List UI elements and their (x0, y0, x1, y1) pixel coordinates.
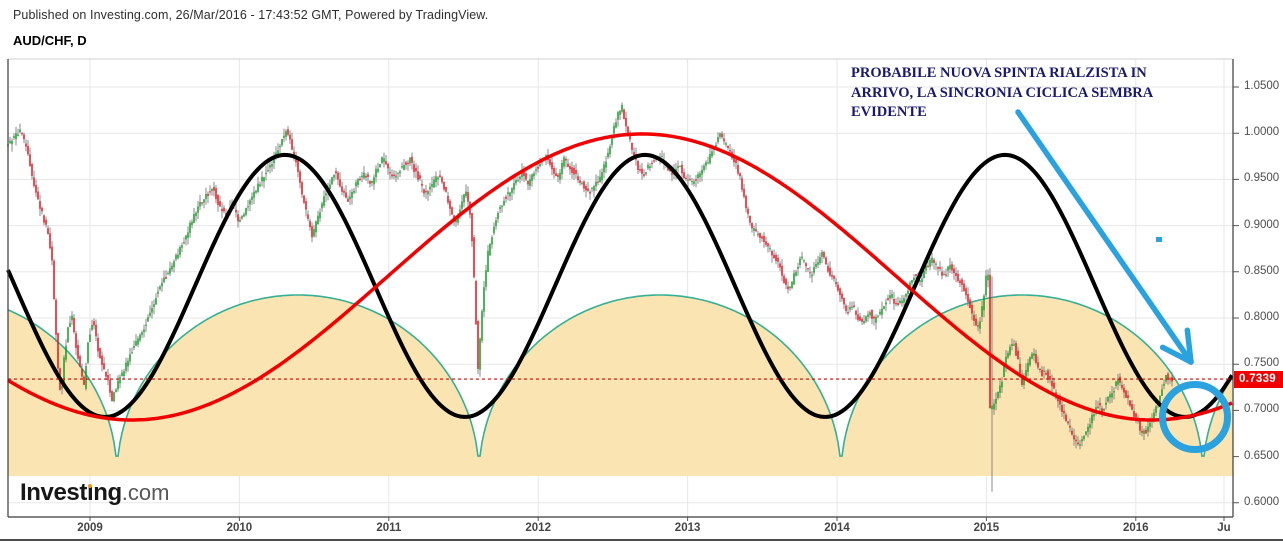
price-tick-label: 0.9500 (1244, 172, 1280, 185)
price-tick-label: 0.8500 (1244, 264, 1280, 277)
cycle-arcs-fill (8, 295, 1233, 476)
year-label: 2011 (376, 522, 402, 534)
year-label: 2010 (226, 522, 253, 534)
price-tick-label: 1.0500 (1244, 80, 1280, 92)
annotation-line: PROBABILE NUOVA SPINTA RIALZISTA IN (851, 65, 1147, 81)
axis-ticks (89, 86, 1239, 521)
red-cycle-line[interactable] (7, 132, 1233, 422)
blue-dash-mark[interactable] (1156, 237, 1162, 242)
blue-highlight-circle[interactable] (1159, 381, 1231, 453)
price-tick-label: 0.6000 (1244, 495, 1280, 508)
logo-orange-dot-i: ı (86, 479, 94, 506)
price-tick-label: 0.7500 (1244, 357, 1280, 370)
year-label: 2009 (77, 522, 103, 534)
blue-arrow[interactable] (1015, 109, 1194, 365)
year-label: 2015 (973, 522, 1000, 534)
black-cycle-line[interactable] (6, 152, 1234, 419)
cycle-arcs-outline (7, 294, 1233, 457)
year-label: 2014 (824, 522, 850, 534)
price-tick-label: 0.9000 (1244, 218, 1280, 231)
symbol-title: AUD/CHF, D (13, 33, 87, 48)
investing-logo: Investıng.com (20, 479, 170, 506)
annotation-line: ARRIVO, LA SINCRONIA CICLICA SEMBRA (851, 84, 1154, 101)
price-tick-label: 1.0000 (1244, 126, 1280, 139)
price-tick-label: 0.8000 (1244, 311, 1280, 323)
annotation-line: EVIDENTE (851, 104, 927, 120)
annotation-text: PROBABILE NUOVA SPINTA RIALZISTA IN ARRI… (851, 64, 1196, 123)
year-label: Ju (1217, 522, 1231, 534)
published-header: Published on Investing.com, 26/Mar/2016 … (13, 8, 489, 22)
year-label: 2012 (525, 522, 551, 534)
year-label: 2016 (1123, 522, 1149, 534)
last-price-value: 0.7339 (1239, 373, 1276, 385)
year-label: 2013 (674, 522, 701, 534)
price-tick-label: 0.6500 (1244, 449, 1280, 462)
last-price-badge: 0.7339 (1234, 371, 1283, 388)
price-tick-label: 0.7000 (1244, 403, 1280, 416)
